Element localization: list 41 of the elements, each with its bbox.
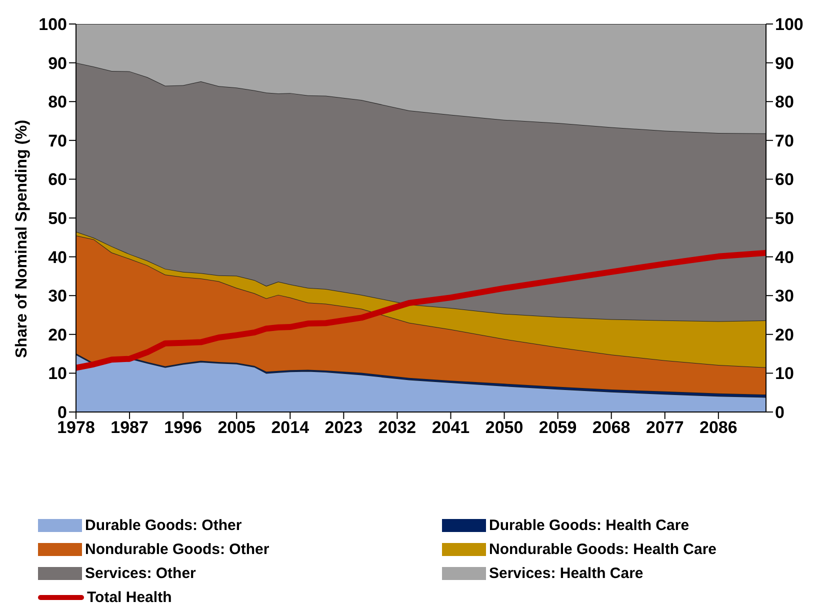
x-tick-label: 1996 (164, 418, 202, 438)
y-tick-label: 60 (48, 170, 67, 190)
y-tick-label: 40 (48, 248, 67, 267)
y-tick-label: 90 (48, 54, 67, 73)
y-tick-label: 30 (48, 286, 67, 306)
legend-label: Services: Other (85, 564, 196, 582)
y-tick-label: 50 (48, 209, 67, 228)
legend-label: Durable Goods: Health Care (489, 516, 690, 534)
y2-tick-label: 50 (775, 209, 794, 228)
y-axis-title: Share of Nominal Spending (%) (14, 120, 31, 358)
x-tick-label: 2023 (324, 418, 363, 438)
x-tick-label: 2005 (218, 418, 256, 438)
y2-tick-label: 80 (775, 92, 794, 112)
y2-tick-label: 0 (775, 403, 784, 422)
legend-label: Total Health (87, 588, 172, 606)
x-tick-label: 2014 (271, 418, 310, 438)
legend-label: Durable Goods: Other (85, 516, 242, 534)
y2-tick-label: 90 (775, 54, 794, 73)
x-tick-label: 2032 (378, 418, 416, 438)
x-tick-label: 2068 (592, 418, 630, 438)
x-tick-label: 2050 (485, 418, 524, 438)
x-tick-label: 2059 (538, 418, 577, 438)
y2-tick-label: 20 (775, 325, 794, 344)
y2-tick-label: 100 (775, 15, 804, 34)
legend-label: Nondurable Goods: Health Care (489, 540, 717, 558)
y-tick-label: 10 (48, 364, 67, 384)
legend-label: Nondurable Goods: Other (85, 540, 270, 558)
y2-tick-label: 40 (775, 248, 794, 267)
y-tick-label: 70 (48, 131, 67, 150)
y-tick-label: 80 (48, 92, 67, 112)
y2-tick-label: 10 (775, 364, 794, 384)
legend-label: Services: Health Care (489, 564, 644, 582)
y2-tick-label: 70 (775, 131, 794, 150)
x-tick-label: 2086 (700, 418, 738, 438)
y-tick-label: 20 (48, 325, 67, 344)
x-tick-label: 1987 (110, 418, 148, 438)
x-tick-label: 2077 (646, 418, 684, 438)
x-tick-label: 2041 (432, 418, 470, 438)
y2-tick-label: 60 (775, 170, 794, 190)
y-tick-label: 100 (38, 15, 67, 34)
y2-tick-label: 30 (775, 286, 794, 306)
